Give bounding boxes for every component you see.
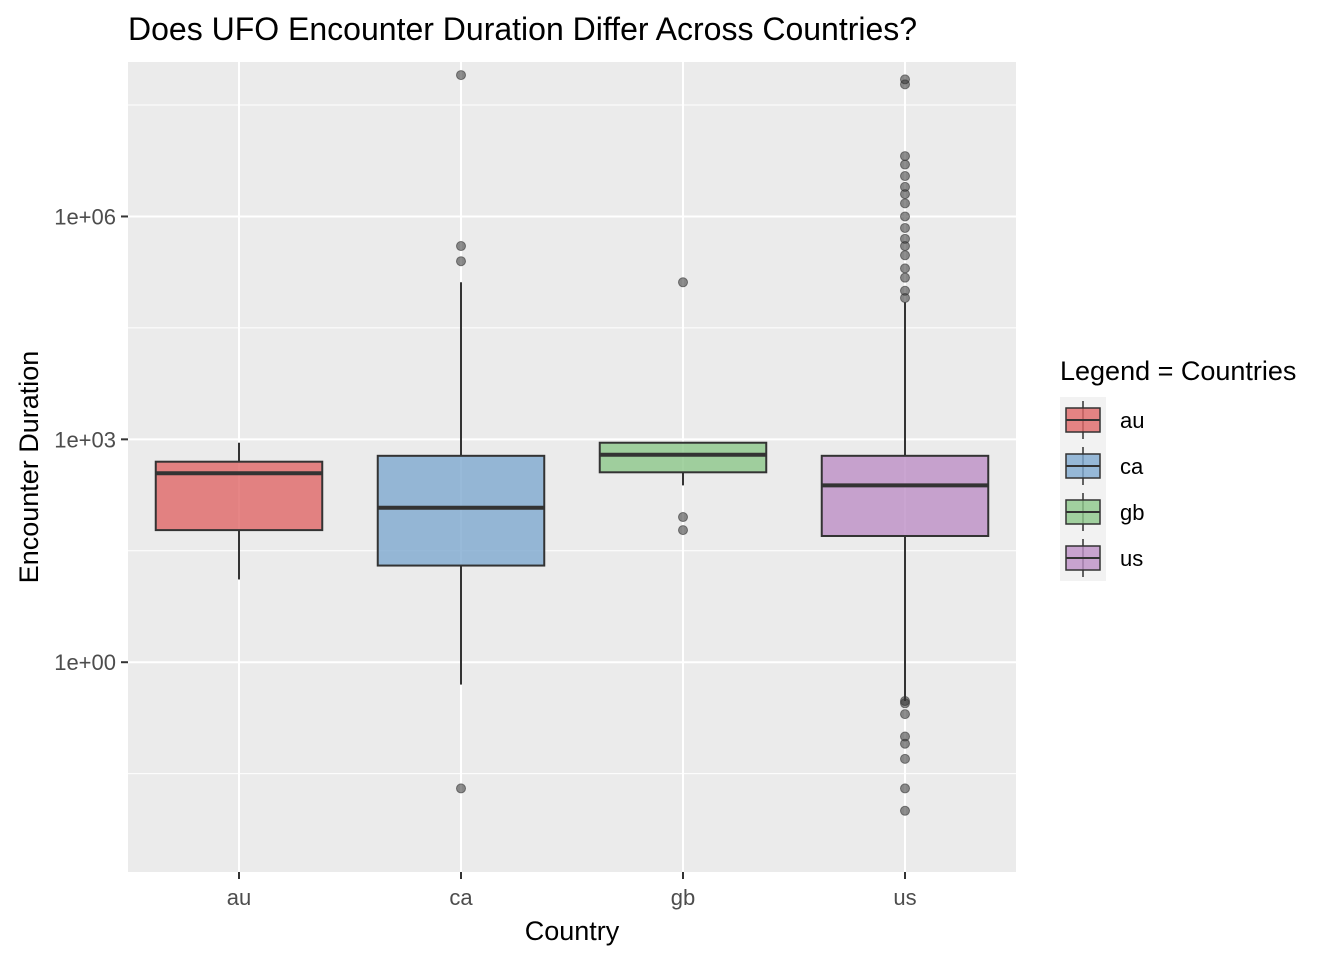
- outlier-point: [900, 74, 910, 85]
- outlier-point: [900, 696, 910, 707]
- outlier-point: [456, 70, 466, 81]
- outlier-point: [900, 805, 910, 816]
- outlier-point: [900, 151, 910, 162]
- outlier-point: [900, 285, 910, 296]
- y-axis-title: Encounter Duration: [14, 351, 44, 584]
- x-axis-title: Country: [525, 916, 620, 946]
- outlier-point: [900, 181, 910, 192]
- outlier-point: [900, 709, 910, 720]
- outlier-point: [900, 272, 910, 283]
- box: [598, 441, 768, 474]
- box: [376, 454, 546, 567]
- legend-label: us: [1120, 546, 1143, 571]
- chart-title: Does UFO Encounter Duration Differ Acros…: [128, 11, 917, 47]
- y-axis-ticks: 1e+00 1e+03 1e+06: [54, 204, 128, 675]
- outlier-point: [900, 222, 910, 233]
- outlier-point: [900, 263, 910, 274]
- legend: Legend = Countries au ca gb us: [1060, 356, 1296, 581]
- x-tick-label: au: [227, 885, 251, 910]
- outlier-point: [900, 250, 910, 261]
- legend-title: Legend = Countries: [1060, 356, 1296, 386]
- legend-label: ca: [1120, 454, 1144, 479]
- boxplot-ca: [376, 70, 546, 794]
- box: [820, 454, 990, 537]
- y-tick-label: 1e+06: [54, 204, 116, 229]
- legend-item-gb: gb: [1065, 493, 1144, 531]
- outlier-point: [678, 277, 688, 288]
- x-axis-ticks: au ca gb us: [227, 872, 917, 910]
- outlier-point: [678, 512, 688, 523]
- outlier-point: [900, 753, 910, 764]
- legend-item-ca: ca: [1065, 447, 1144, 485]
- y-tick-label: 1e+00: [54, 650, 116, 675]
- x-tick-label: us: [893, 885, 916, 910]
- outlier-point: [900, 198, 910, 209]
- legend-label: au: [1120, 408, 1144, 433]
- outlier-point: [900, 159, 910, 170]
- legend-item-us: us: [1065, 539, 1143, 577]
- outlier-point: [456, 783, 466, 794]
- outlier-point: [900, 171, 910, 182]
- outlier-point: [900, 783, 910, 794]
- outlier-point: [456, 256, 466, 267]
- legend-item-au: au: [1065, 401, 1144, 439]
- outlier-point: [456, 241, 466, 252]
- boxplot-au: [154, 442, 324, 580]
- x-tick-label: ca: [449, 885, 473, 910]
- x-tick-label: gb: [671, 885, 695, 910]
- y-tick-label: 1e+03: [54, 427, 116, 452]
- boxplot-gb: [598, 277, 768, 536]
- outlier-point: [678, 525, 688, 536]
- boxplots: [154, 70, 990, 816]
- outlier-point: [900, 233, 910, 244]
- boxplot-us: [820, 74, 990, 816]
- outlier-point: [900, 731, 910, 742]
- outlier-point: [900, 211, 910, 222]
- legend-label: gb: [1120, 500, 1144, 525]
